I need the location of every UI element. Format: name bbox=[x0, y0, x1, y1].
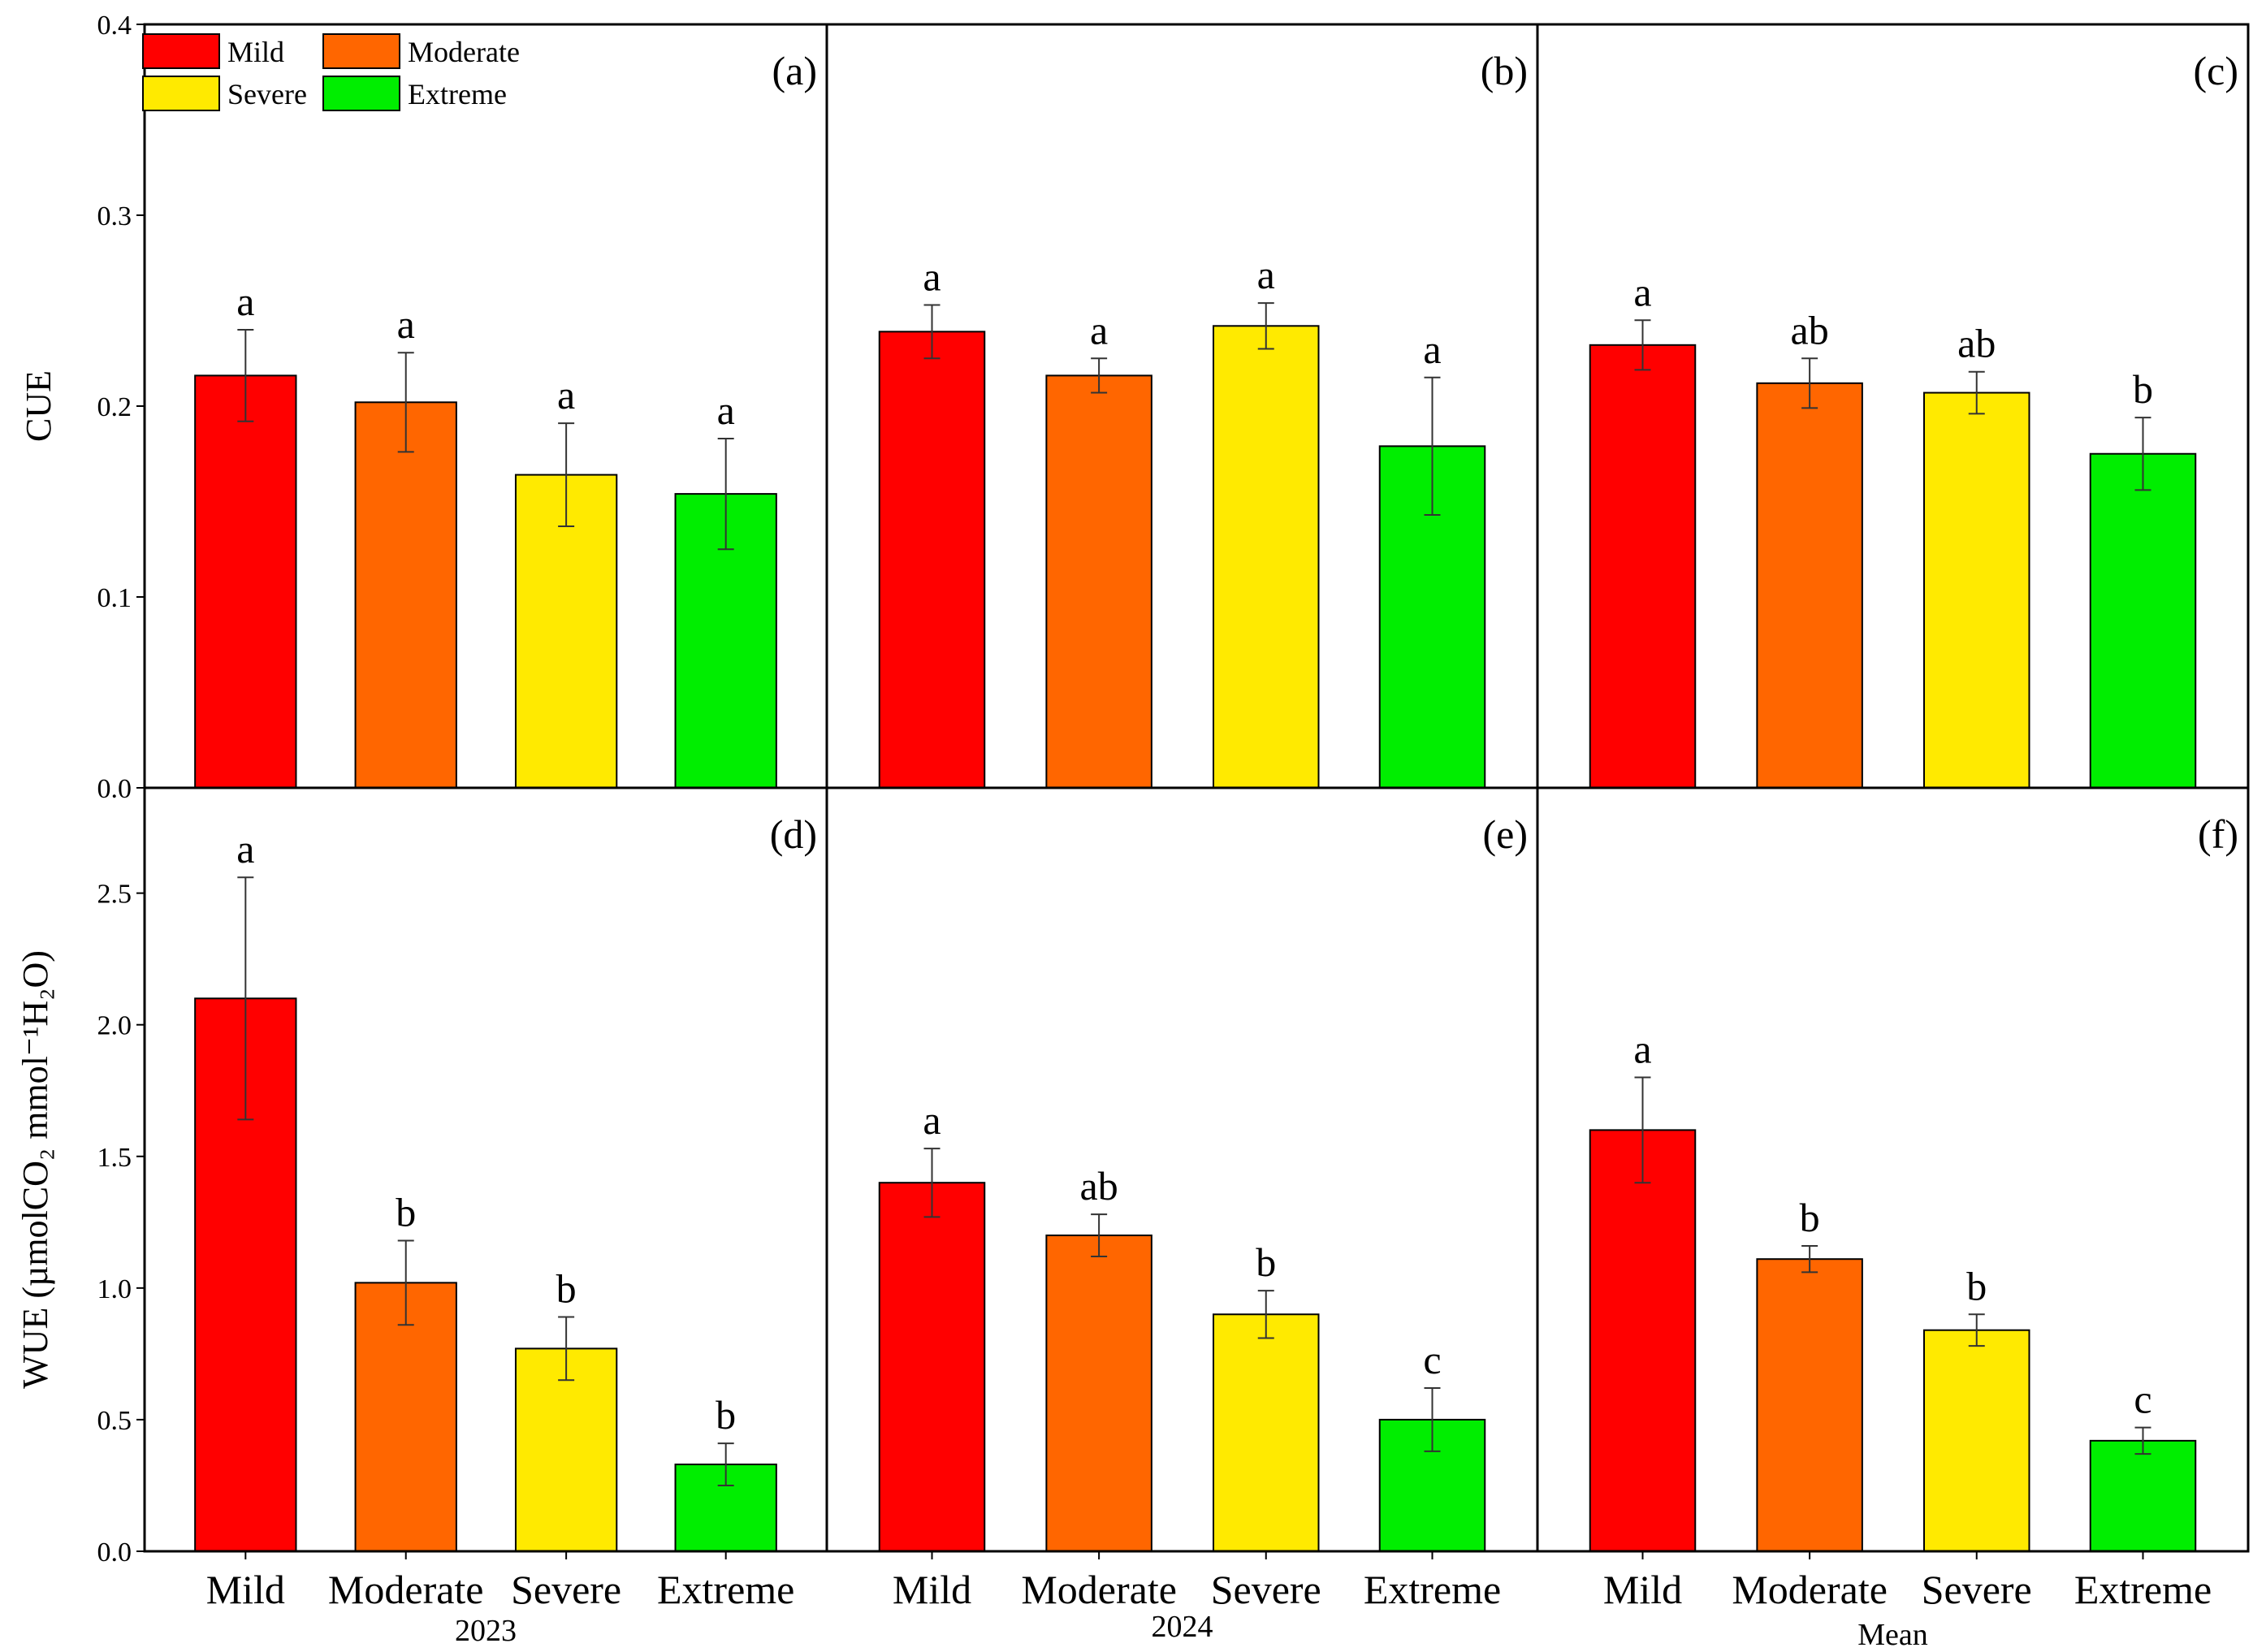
bar-severe bbox=[514, 1347, 618, 1553]
y-tick-label: 1.5 bbox=[97, 1143, 132, 1173]
x-tick-label: Extreme bbox=[2074, 1567, 2212, 1612]
legend-swatch-extreme bbox=[322, 76, 400, 111]
x-tick-label: Moderate bbox=[328, 1567, 484, 1612]
significance-label: a bbox=[1633, 269, 1651, 314]
bar-moderate bbox=[1756, 1258, 1863, 1552]
significance-label: b bbox=[1800, 1195, 1820, 1240]
x-tick-label: Mild bbox=[893, 1567, 971, 1612]
x-tick-label: Severe bbox=[1922, 1567, 2032, 1612]
column-label: 2024 bbox=[1152, 1610, 1213, 1644]
bar-extreme bbox=[2089, 452, 2197, 789]
panel-label: (e) bbox=[1483, 811, 1529, 857]
x-tick-label: Extreme bbox=[1364, 1567, 1501, 1612]
significance-label: a bbox=[923, 253, 941, 299]
y-tick-label: 1.0 bbox=[97, 1274, 132, 1304]
y-axis-title-wue: WUE (µmolCO₂ mmol⁻¹H₂O) bbox=[15, 950, 55, 1389]
significance-label: a bbox=[923, 1097, 941, 1143]
panel-label: (d) bbox=[770, 811, 817, 857]
significance-label: b bbox=[1966, 1263, 1987, 1308]
column-label: 2023 bbox=[455, 1614, 517, 1648]
significance-label: a bbox=[1257, 252, 1275, 297]
significance-label: b bbox=[2133, 366, 2153, 412]
panel-label: (a) bbox=[772, 48, 818, 93]
significance-label: ab bbox=[1791, 307, 1829, 352]
significance-label: b bbox=[556, 1266, 577, 1312]
y-tick-label: 2.0 bbox=[97, 1011, 132, 1041]
y-tick-label: 0.2 bbox=[97, 392, 132, 422]
bar-moderate bbox=[1045, 1235, 1152, 1552]
bar-mild bbox=[1589, 1129, 1697, 1552]
legend-swatch-severe bbox=[142, 76, 220, 111]
x-tick-label: Moderate bbox=[1021, 1567, 1177, 1612]
x-tick-label: Moderate bbox=[1732, 1567, 1888, 1612]
legend-swatch-mild bbox=[142, 33, 220, 69]
legend-label: Moderate bbox=[408, 36, 520, 68]
bar-moderate bbox=[1045, 374, 1152, 789]
significance-label: a bbox=[397, 301, 415, 347]
legend-label: Severe bbox=[227, 78, 307, 110]
significance-label: c bbox=[1423, 1337, 1441, 1382]
y-tick-label: 0.0 bbox=[97, 1537, 132, 1568]
significance-label: a bbox=[717, 387, 735, 433]
x-tick-label: Mild bbox=[1603, 1567, 1682, 1612]
column-label: Mean bbox=[1857, 1618, 1928, 1652]
x-tick-label: Severe bbox=[1211, 1567, 1321, 1612]
legend-swatch-moderate bbox=[322, 33, 400, 69]
y-tick-label: 0.5 bbox=[97, 1406, 132, 1436]
bar-extreme bbox=[2089, 1439, 2197, 1552]
bar-moderate bbox=[354, 401, 457, 789]
y-tick-label: 0.3 bbox=[97, 201, 132, 231]
bar-mild bbox=[1589, 344, 1697, 789]
bar-severe bbox=[1923, 1329, 2030, 1552]
y-tick-label: 0.1 bbox=[97, 583, 132, 613]
bar-mild bbox=[878, 331, 986, 789]
panel-label: (c) bbox=[2194, 48, 2239, 93]
legend-label: Mild bbox=[227, 36, 284, 68]
bar-moderate bbox=[1756, 382, 1863, 789]
significance-label: b bbox=[716, 1392, 736, 1438]
bar-mild bbox=[878, 1182, 986, 1552]
significance-label: a bbox=[236, 279, 254, 324]
y-tick-label: 0.4 bbox=[97, 11, 132, 41]
bar-severe bbox=[1213, 1313, 1320, 1553]
bar-mild bbox=[194, 374, 297, 789]
x-tick-label: Extreme bbox=[657, 1567, 794, 1612]
significance-label: a bbox=[236, 826, 254, 871]
panel-label: (f) bbox=[2198, 811, 2238, 857]
significance-label: b bbox=[1256, 1239, 1276, 1285]
significance-label: a bbox=[1090, 307, 1108, 352]
significance-label: ab bbox=[1080, 1163, 1118, 1209]
significance-label: a bbox=[557, 372, 575, 417]
bar-severe bbox=[1213, 325, 1320, 789]
significance-label: ab bbox=[1957, 321, 1996, 366]
significance-label: a bbox=[1633, 1027, 1651, 1072]
significance-label: b bbox=[396, 1190, 416, 1235]
x-tick-label: Mild bbox=[206, 1567, 285, 1612]
significance-label: c bbox=[2134, 1377, 2151, 1422]
significance-label: a bbox=[1423, 327, 1441, 372]
legend-label: Extreme bbox=[408, 78, 507, 110]
y-tick-label: 0.0 bbox=[97, 774, 132, 804]
panel-label: (b) bbox=[1481, 48, 1528, 93]
bar-severe bbox=[1923, 391, 2030, 789]
y-tick-label: 2.5 bbox=[97, 880, 132, 910]
x-tick-label: Severe bbox=[511, 1567, 621, 1612]
y-axis-title-cue: CUE bbox=[19, 370, 58, 442]
